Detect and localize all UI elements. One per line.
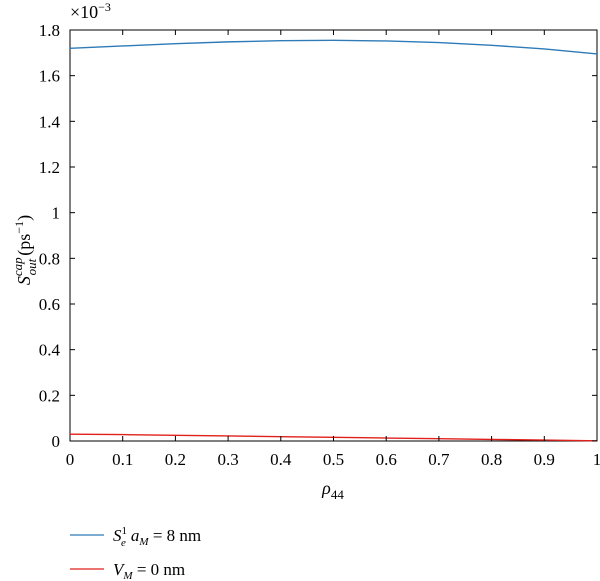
y-tick-label: 1.8 [39, 21, 60, 40]
y-tick-label: 0.2 [39, 386, 60, 405]
x-tick-label: 0 [66, 450, 75, 469]
y-tick-label: 0 [52, 432, 61, 451]
x-axis-label: ρ44 [321, 478, 344, 502]
plot-area [69, 29, 598, 442]
x-tick-label: 0.9 [534, 450, 555, 469]
x-tick-label: 0.6 [376, 450, 397, 469]
legend-label-series-1: S1 e aM = 8 nm [113, 525, 201, 549]
x-tick-label: 0.3 [217, 450, 238, 469]
y-tick-label: 1 [52, 204, 61, 223]
y-tick-label: 0.8 [39, 249, 60, 268]
y-scale-note: ×10−3 [70, 0, 111, 22]
y-tick-label: 1.2 [39, 158, 60, 177]
tick-layer: 0 0.1 0.2 0.3 0.4 0.5 0.6 0.7 0.8 0.9 1 0 0.2 0.4 0.6 0… [39, 21, 600, 469]
series-layer [69, 39, 598, 442]
x-tick-label: 0.8 [481, 450, 502, 469]
y-tick-label: 0.6 [39, 295, 60, 314]
x-tick-label: 1 [593, 450, 600, 469]
y-tick-label: 0.4 [39, 341, 61, 360]
y-axis-label: Scapout(ps−1) [10, 215, 39, 285]
y-tick-label: 1.4 [39, 112, 61, 131]
x-tick-label: 0.7 [428, 450, 450, 469]
series-line-1 [69, 39, 598, 55]
plot-frame [69, 29, 598, 442]
x-tick-label: 0.5 [323, 450, 344, 469]
legend-label-series-2: VM = 0 nm [113, 560, 185, 581]
x-tick-label: 0.4 [270, 450, 292, 469]
legend: S1 e aM = 8 nm VM = 0 nm [70, 525, 201, 581]
y-tick-label: 1.6 [39, 67, 60, 86]
x-tick-label: 0.1 [112, 450, 133, 469]
x-tick-label: 0.2 [165, 450, 186, 469]
